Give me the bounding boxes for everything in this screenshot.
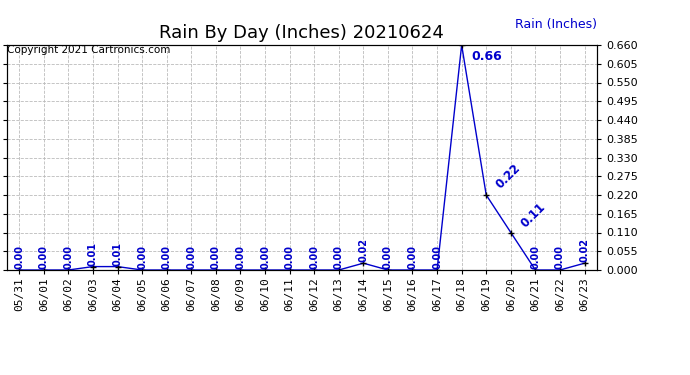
Text: 0.00: 0.00 — [186, 245, 196, 269]
Text: 0.00: 0.00 — [260, 245, 270, 269]
Text: 0.00: 0.00 — [211, 245, 221, 269]
Text: 0.02: 0.02 — [358, 238, 368, 262]
Text: 0.00: 0.00 — [334, 245, 344, 269]
Text: Rain (Inches): Rain (Inches) — [515, 18, 597, 31]
Text: 0.00: 0.00 — [161, 245, 172, 269]
Text: 0.00: 0.00 — [39, 245, 49, 269]
Text: 0.11: 0.11 — [518, 200, 548, 230]
Text: 0.00: 0.00 — [309, 245, 319, 269]
Text: 0.01: 0.01 — [88, 242, 98, 266]
Text: 0.00: 0.00 — [63, 245, 73, 269]
Text: 0.00: 0.00 — [555, 245, 565, 269]
Text: 0.00: 0.00 — [432, 245, 442, 269]
Text: 0.22: 0.22 — [493, 161, 523, 191]
Text: 0.00: 0.00 — [531, 245, 540, 269]
Text: 0.00: 0.00 — [408, 245, 417, 269]
Title: Rain By Day (Inches) 20210624: Rain By Day (Inches) 20210624 — [159, 24, 444, 42]
Text: 0.00: 0.00 — [235, 245, 246, 269]
Text: Copyright 2021 Cartronics.com: Copyright 2021 Cartronics.com — [7, 45, 170, 55]
Text: 0.00: 0.00 — [14, 245, 24, 269]
Text: 0.01: 0.01 — [112, 242, 123, 266]
Text: 0.66: 0.66 — [471, 50, 502, 63]
Text: 0.00: 0.00 — [383, 245, 393, 269]
Text: 0.00: 0.00 — [137, 245, 147, 269]
Text: 0.00: 0.00 — [284, 245, 295, 269]
Text: 0.02: 0.02 — [580, 238, 589, 262]
